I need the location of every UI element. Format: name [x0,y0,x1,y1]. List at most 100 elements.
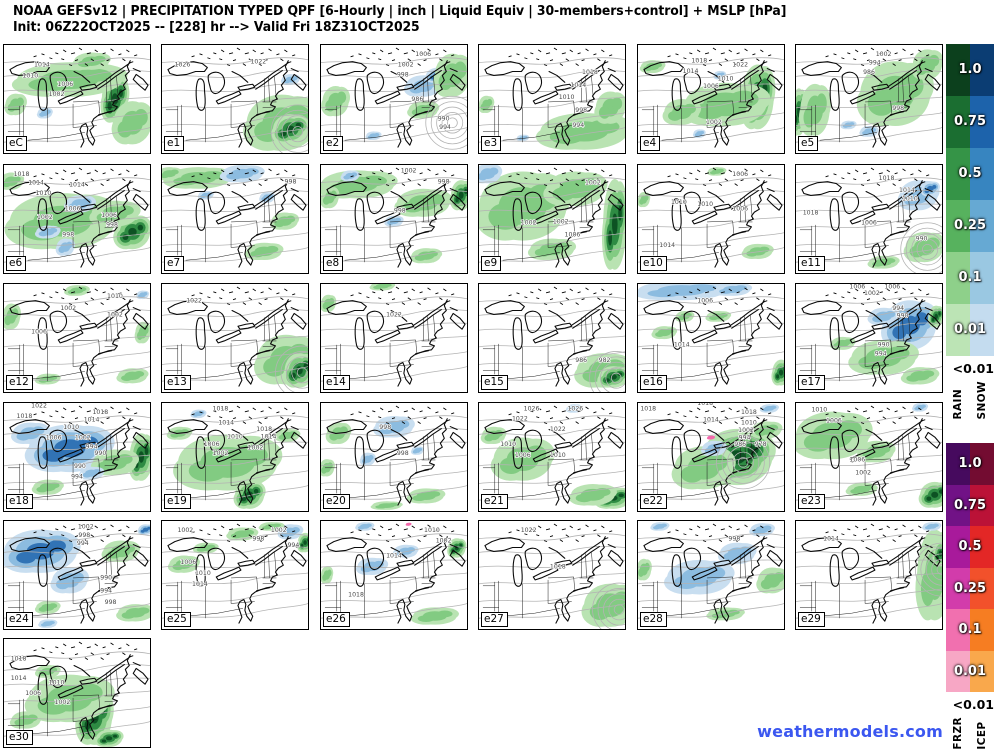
svg-text:998: 998 [438,178,450,185]
figure-title: NOAA GEFSv12 | PRECIPITATION TYPED QPF [… [13,3,787,19]
map-e27: 1022 1018 [479,521,625,629]
panel-e7: 998 e7 [161,164,309,274]
map-eC: 1014 1010 1006 1002 [4,45,150,153]
svg-text:994: 994 [739,435,751,442]
colorbar-column-label: RAIN [952,388,964,420]
svg-text:998: 998 [728,535,740,542]
svg-text:1002: 1002 [553,218,569,225]
member-label: e4 [640,135,661,151]
map-e16: 1006 1014 [638,284,784,392]
svg-text:1002: 1002 [248,444,264,451]
svg-text:1006: 1006 [180,559,196,566]
svg-text:986: 986 [411,96,423,103]
map-e30: 1018 1014 1010 1006 1002 [4,639,150,747]
svg-text:1018: 1018 [256,426,272,433]
svg-text:994: 994 [77,540,89,547]
svg-text:1006: 1006 [57,81,73,88]
svg-text:1018: 1018 [803,210,819,217]
panel-e4: 1018 1014 1022 1010 1006 1002 e4 [637,44,785,154]
member-label: e8 [323,255,344,271]
panel-e12: 1010 1002 1002 1006 e12 [3,283,151,393]
panel-e6: 1018 1014 1014 1010 1006 1006 1002 998 998 e6 [3,164,151,274]
svg-text:998: 998 [394,208,406,215]
member-label: e13 [164,374,191,390]
svg-text:1022: 1022 [250,58,266,65]
svg-text:990: 990 [878,342,890,349]
svg-text:1006: 1006 [101,212,117,219]
svg-text:1010: 1010 [559,94,575,101]
svg-text:1002: 1002 [75,435,91,442]
member-label: e12 [6,374,33,390]
svg-text:1018: 1018 [741,409,757,416]
svg-text:1006: 1006 [515,452,531,459]
svg-text:1014: 1014 [34,62,50,69]
member-label: e23 [798,493,825,509]
svg-text:1022: 1022 [512,415,528,422]
panel-e23: 1010 1006 1006 1002 e23 [795,402,943,512]
svg-text:1022: 1022 [31,403,47,409]
colorbar-cell [970,650,994,692]
svg-text:998: 998 [252,535,264,542]
svg-text:1006: 1006 [849,284,865,290]
svg-text:990: 990 [916,236,928,243]
map-e25: 1002 998 1002 994 1006 1010 1014 [162,521,308,629]
svg-text:1018: 1018 [348,592,364,599]
map-e26: 1010 1002 1014 1018 [321,521,467,629]
panel-e21: 1026 1026 1022 1022 1010 1006 1010 e21 [478,402,626,512]
svg-text:994: 994 [86,443,98,450]
colorbar-column-label: FRZR [952,717,964,750]
svg-text:994: 994 [100,587,112,594]
colorbar-cell [970,252,994,304]
svg-text:1010: 1010 [36,190,52,197]
member-label: e3 [481,135,502,151]
map-e10: 1006 1010 1010 1006 1014 [638,165,784,273]
member-label: e26 [323,611,350,627]
svg-text:1014: 1014 [703,416,719,423]
member-label: e5 [798,135,819,151]
map-e21: 1026 1026 1022 1022 1010 1006 1010 [479,403,625,511]
svg-text:1010: 1010 [63,424,79,431]
svg-text:998: 998 [105,599,117,606]
svg-text:998: 998 [575,107,587,114]
member-label: e7 [164,255,185,271]
colorbar-rain-snow: 1.0 0.75 0.5 0.25 0.1 0.01 <0.01 RAIN SNOW [946,44,994,419]
svg-text:1014: 1014 [11,675,27,682]
map-e9: 1002 1002 1002 1006 [479,165,625,273]
colorbar-cell [970,148,994,200]
svg-text:994: 994 [71,474,83,481]
svg-text:1006: 1006 [732,205,748,212]
svg-text:1002: 1002 [78,524,94,531]
svg-text:1018: 1018 [213,406,229,413]
member-label: e11 [798,255,825,271]
svg-text:1014: 1014 [683,68,699,75]
svg-text:1002: 1002 [107,311,123,318]
svg-text:1002: 1002 [585,179,601,186]
svg-text:990: 990 [74,463,86,470]
panel-e11: 1018 1014 1010 1018 1006 990 e11 [795,164,943,274]
svg-text:1018: 1018 [17,413,33,420]
svg-text:1010: 1010 [671,199,687,206]
colorbar-cell [946,484,970,526]
map-e15: 986 982 [479,284,625,392]
map-e8: 1002 998 998 [321,165,467,273]
colorbar-cell [946,443,970,485]
member-label: e24 [6,611,33,627]
svg-text:998: 998 [285,178,297,185]
svg-text:1018: 1018 [14,171,30,178]
colorbar-cell [946,252,970,304]
svg-text:1002: 1002 [37,214,53,221]
svg-text:1006: 1006 [565,231,581,238]
panel-e1: 1026 1022 e1 [161,44,309,154]
svg-text:1018: 1018 [550,564,566,571]
svg-text:1022: 1022 [550,426,566,433]
svg-text:1010: 1010 [697,201,713,208]
svg-text:994: 994 [875,350,887,357]
svg-text:1018: 1018 [11,656,27,663]
svg-text:1002: 1002 [213,450,229,457]
panel-e18: 1022 1018 1018 1014 1010 1006 1002 994 990 990 994… [3,402,151,512]
colorbar-tick-label: 0.1 [958,622,982,637]
colorbar-frzr-icep: 1.0 0.75 0.5 0.25 0.1 0.01 <0.01 FRZR ICEP [946,443,994,750]
svg-text:1006: 1006 [65,205,81,212]
panel-e5: 1002 994 986 998 e5 [795,44,943,154]
